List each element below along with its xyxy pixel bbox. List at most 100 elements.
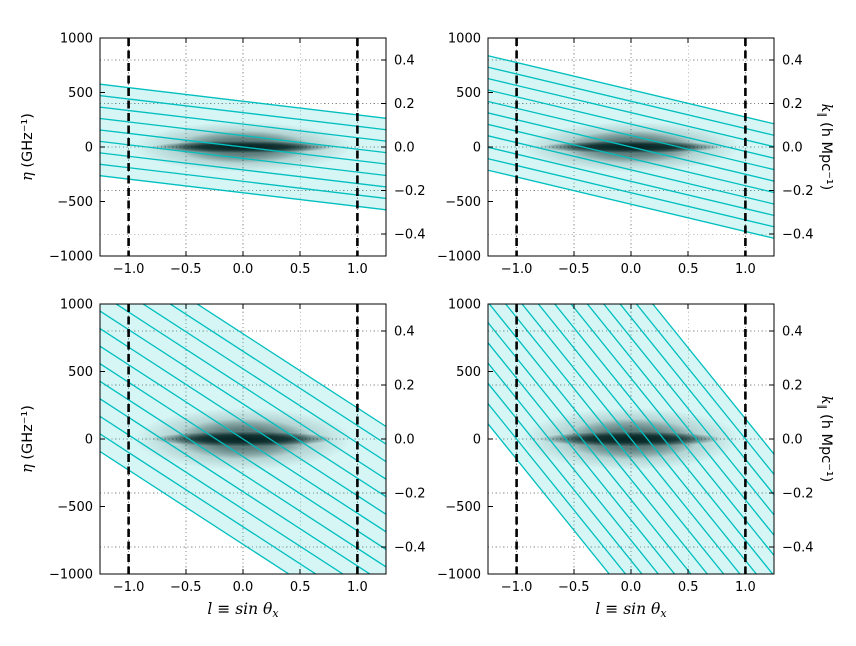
y-tick-label-left: 1000 bbox=[60, 298, 93, 313]
delay-line bbox=[488, 322, 692, 574]
delay-line bbox=[619, 304, 774, 496]
delay-line-group bbox=[100, 304, 386, 574]
x-axis-label: l ≡ sin θx bbox=[207, 600, 279, 620]
y-tick-label-left: −1000 bbox=[437, 250, 481, 265]
y-tick-label-right: −0.4 bbox=[394, 228, 426, 243]
delay-line bbox=[488, 342, 676, 574]
x-tick-label: 1.0 bbox=[347, 262, 368, 277]
panel-top-left: −1.0 −0.5 0.0 0.5 1.0 1000 500 0 −500 −1000 0.4 0.2… bbox=[20, 32, 426, 278]
y-tick-label-left: 0 bbox=[473, 433, 481, 448]
x-tick-label: −0.5 bbox=[558, 262, 590, 277]
x-tick-label: −1.0 bbox=[501, 580, 533, 595]
tick-labels: −1.0 −0.5 0.0 0.5 1.0 1000 500 0 −500 −1000 0.4 0.2… bbox=[49, 32, 426, 278]
delay-line bbox=[537, 304, 758, 574]
delay-line bbox=[100, 415, 345, 574]
y-tick-label-left: 0 bbox=[473, 141, 481, 156]
y-tick-label-right: 0.0 bbox=[394, 433, 415, 448]
y-tick-label-left: 0 bbox=[85, 141, 93, 156]
y-tick-label-left: 500 bbox=[68, 86, 93, 101]
y-tick-label-left: 1000 bbox=[60, 32, 93, 47]
delay-line-group bbox=[488, 55, 774, 239]
delay-line bbox=[521, 304, 741, 574]
y-tick-label-right: 0.4 bbox=[394, 325, 415, 340]
x-tick-label: 0.0 bbox=[233, 580, 254, 595]
ticks bbox=[100, 303, 386, 575]
x-tick-label: 0.5 bbox=[290, 580, 311, 595]
delay-line bbox=[504, 304, 725, 574]
delay-line bbox=[586, 304, 774, 536]
ticks bbox=[488, 303, 774, 575]
y-tick-label-left: 500 bbox=[456, 86, 481, 101]
x-tick-label: 0.0 bbox=[621, 262, 642, 277]
y-tick-label-left: 1000 bbox=[448, 32, 481, 47]
delay-line bbox=[100, 450, 290, 574]
y-tick-label-right: 0.4 bbox=[782, 325, 803, 340]
y-tick-label-right: 0.2 bbox=[394, 97, 415, 112]
delay-line bbox=[488, 77, 774, 148]
x-tick-label: 1.0 bbox=[347, 580, 368, 595]
tick-labels: −1.0 −0.5 0.0 0.5 1.0 1000 500 0 −500 −1000 0.4 0.2… bbox=[437, 298, 814, 596]
delay-line bbox=[488, 146, 774, 217]
delay-line bbox=[570, 304, 774, 556]
y-tick-label-left: 500 bbox=[456, 365, 481, 380]
delay-line bbox=[100, 83, 386, 119]
delay-line bbox=[114, 304, 386, 480]
delay-line bbox=[488, 423, 611, 574]
x-tick-label: −1.0 bbox=[113, 262, 145, 277]
delay-line bbox=[100, 398, 372, 574]
delay-line bbox=[196, 304, 386, 428]
delay-line bbox=[553, 304, 774, 574]
ticks bbox=[100, 37, 386, 257]
delay-line bbox=[100, 433, 317, 574]
delay-line bbox=[100, 175, 386, 211]
y-tick-label-right: 0.4 bbox=[394, 53, 415, 68]
y-tick-label-right: 0.2 bbox=[394, 379, 415, 394]
y-axis-label-right: k∥ (h Mpc⁻¹) bbox=[816, 104, 834, 191]
delay-line bbox=[100, 106, 386, 142]
delay-line bbox=[169, 304, 386, 445]
y-tick-label-left: −500 bbox=[57, 195, 93, 210]
y-tick-label-right: 0.0 bbox=[394, 141, 415, 156]
y-tick-label-right: 0.4 bbox=[782, 53, 803, 68]
delay-line-group bbox=[488, 304, 774, 574]
delay-line bbox=[100, 163, 386, 200]
delay-line bbox=[602, 304, 774, 516]
delay-line bbox=[488, 362, 660, 574]
x-axis-label: l ≡ sin θx bbox=[595, 600, 667, 620]
delay-line bbox=[100, 152, 386, 188]
x-tick-label: 0.5 bbox=[290, 262, 311, 277]
delay-line bbox=[488, 304, 709, 574]
delay-line bbox=[100, 310, 386, 498]
tick-labels: −1.0 −0.5 0.0 0.5 1.0 1000 500 0 −500 −1000 0.4 0.2… bbox=[437, 32, 814, 278]
delay-line bbox=[100, 328, 386, 515]
y-tick-label-left: −1000 bbox=[49, 568, 93, 583]
x-tick-label: −0.5 bbox=[170, 580, 202, 595]
delay-line bbox=[100, 94, 386, 131]
delay-line bbox=[488, 112, 774, 182]
delay-line bbox=[488, 55, 774, 125]
delay-line bbox=[488, 100, 774, 171]
x-tick-label: −1.0 bbox=[113, 580, 145, 595]
x-tick-label: −0.5 bbox=[170, 262, 202, 277]
y-tick-label-left: −500 bbox=[445, 500, 481, 515]
delay-line bbox=[100, 380, 386, 568]
delay-line bbox=[100, 129, 386, 165]
x-tick-label: 0.5 bbox=[678, 262, 699, 277]
y-axis-label-left: η (GHz⁻¹) bbox=[20, 405, 36, 473]
x-tick-label: 1.0 bbox=[735, 262, 756, 277]
panel-bottom-right: −1.0 −0.5 0.0 0.5 1.0 1000 500 0 −500 −1000 0.4 0.2… bbox=[437, 298, 834, 621]
y-tick-label-right: −0.2 bbox=[782, 184, 814, 199]
y-tick-label-left: 500 bbox=[68, 365, 93, 380]
delay-line bbox=[651, 304, 774, 455]
y-tick-label-right: −0.4 bbox=[394, 541, 426, 556]
delay-line bbox=[488, 169, 774, 239]
y-tick-label-left: −500 bbox=[57, 500, 93, 515]
panel-top-right: −1.0 −0.5 0.0 0.5 1.0 1000 500 0 −500 −1000 0.4 0.2… bbox=[437, 32, 834, 278]
x-tick-label: 1.0 bbox=[735, 580, 756, 595]
delay-line bbox=[100, 140, 386, 177]
ticks bbox=[488, 37, 774, 257]
delay-line bbox=[488, 89, 774, 159]
panel-bottom-left: −1.0 −0.5 0.0 0.5 1.0 1000 500 0 −500 −1000 0.4 0.2… bbox=[20, 298, 426, 621]
